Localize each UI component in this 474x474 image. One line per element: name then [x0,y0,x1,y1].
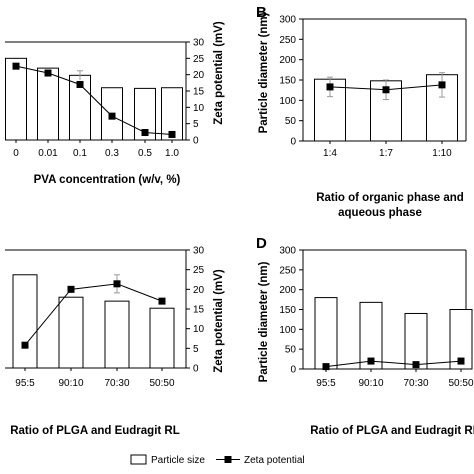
left-y-tick-label: 300 [279,15,296,26]
x-tick-label: 0.1 [73,148,87,159]
data-point [113,280,121,288]
right-y-tick-label: 30 [193,246,205,257]
panel-d-letter: D [256,235,267,252]
zeta-line [24,283,163,346]
x-tick-label: 90:10 [58,378,83,389]
legend-marker-swatch [224,456,232,463]
left-y-tick-label: 50 [285,345,297,356]
panel-b-chart: B Particle diameter (nm) Ratio of organi… [256,4,467,219]
left-y-tick-label: 250 [279,265,296,276]
data-point [322,363,330,371]
legend-line-label: Zeta potential [244,455,305,466]
bar [404,312,428,370]
data-point [158,297,166,305]
x-tick-label: 95:5 [316,378,336,389]
x-tick-label: 70:30 [104,378,129,389]
panel-b-xlabel-line2: aqueous phase [338,207,422,219]
bar [149,307,175,369]
data-point [168,130,176,138]
data-point [76,80,84,88]
left-y-tick-label: 0 [290,365,296,376]
x-tick-label: 1:4 [323,148,337,159]
data-point [108,112,116,120]
data-point [67,285,75,293]
left-y-tick-label: 100 [279,325,296,336]
bar [12,274,38,369]
right-y-tick-label: 20 [193,70,205,81]
bar [314,297,338,370]
panel-c-xlabel: Ratio of PLGA and Eudragit RL [10,425,180,437]
panel-b-letter: B [256,4,267,21]
data-point [367,357,375,365]
left-y-tick-label: 200 [279,55,296,66]
left-y-tick-label: 150 [279,76,296,87]
x-tick-label: 70:30 [403,378,428,389]
panel-b-left-ylabel: Particle diameter (nm) [258,12,270,133]
bar [58,296,84,369]
left-y-tick-label: 0 [290,137,296,148]
right-y-tick-label: 10 [193,324,205,335]
x-tick-label: 50:50 [149,378,174,389]
data-point [44,69,52,77]
panel-c-chart: Ratio of PLGA and Eudragit RL Zeta poten… [5,246,225,437]
right-y-tick-label: 10 [193,103,205,114]
data-point [21,341,29,349]
legend-bar-label: Particle size [151,455,205,466]
left-y-tick-label: 50 [285,116,297,127]
panel-d-left-ylabel: Particle diameter (nm) [258,261,270,382]
right-y-tick-label: 25 [193,265,205,276]
x-tick-label: 0.5 [138,148,152,159]
legend: Particle size Zeta potential [130,454,305,466]
panel-b-xlabel-line1: Ratio of organic phase and [316,192,464,204]
x-tick-label: 95:5 [15,378,35,389]
data-point [141,128,149,136]
right-y-tick-label: 5 [193,119,199,130]
panel-d-xlabel: Ratio of PLGA and Eudragit RL [310,425,474,437]
data-point [12,62,20,70]
left-y-tick-label: 300 [279,246,296,257]
x-tick-label: 0 [13,148,19,159]
data-point [438,81,446,89]
right-y-tick-label: 15 [193,87,205,98]
x-tick-label: 1.0 [165,148,179,159]
x-tick-label: 90:10 [358,378,383,389]
panel-a-chart: PVA concentration (w/v, %) Zeta potentia… [5,21,225,186]
left-y-tick-label: 150 [279,305,296,316]
right-y-tick-label: 25 [193,54,205,65]
data-point [412,361,420,369]
x-tick-label: 0.3 [105,148,119,159]
zeta-line [15,65,173,135]
panel-a-right-ylabel: Zeta potential (mV) [213,21,225,125]
right-y-tick-label: 30 [193,38,205,49]
legend-bar-swatch [130,454,147,465]
right-y-tick-label: 15 [193,305,205,316]
panel-c-right-ylabel: Zeta potential (mV) [213,269,225,373]
data-point [457,357,465,365]
bar [37,67,59,141]
x-tick-label: 0.01 [38,148,58,159]
right-y-tick-label: 5 [193,344,199,355]
x-tick-label: 1:10 [432,148,452,159]
x-tick-label: 50:50 [448,378,473,389]
bar [104,300,130,369]
data-point [326,83,334,91]
left-y-tick-label: 250 [279,35,296,46]
left-y-tick-label: 100 [279,96,296,107]
right-y-tick-label: 0 [193,136,199,147]
right-y-tick-label: 20 [193,285,205,296]
x-tick-label: 1:7 [379,148,393,159]
bar [5,57,27,141]
panel-a-xlabel: PVA concentration (w/v, %) [34,174,181,186]
data-point [382,86,390,94]
right-y-tick-label: 0 [193,364,199,375]
panel-d-chart: D Particle diameter (nm) Ratio of PLGA a… [256,235,474,437]
zeta-line [325,360,462,368]
left-y-tick-label: 200 [279,285,296,296]
